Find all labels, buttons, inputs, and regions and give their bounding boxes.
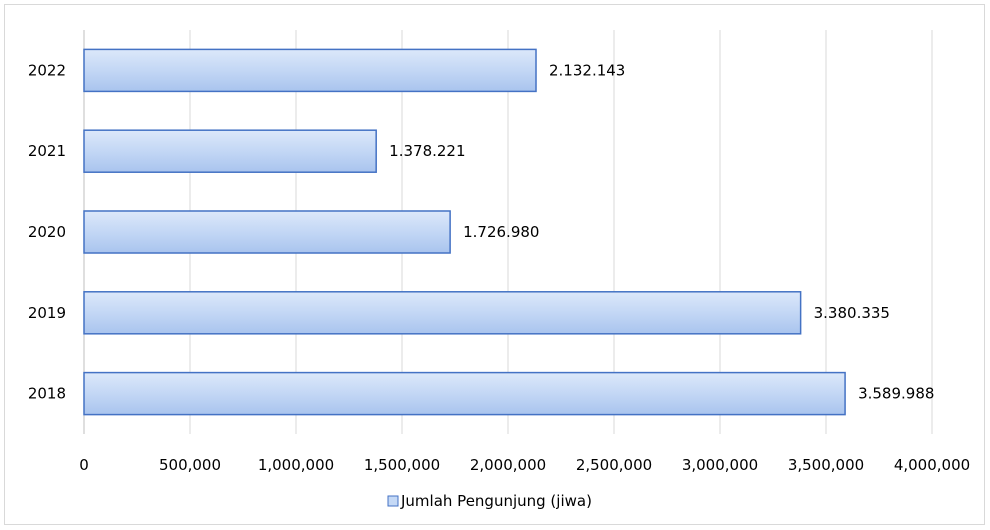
y-tick-label: 2021: [28, 142, 66, 160]
legend-swatch: [387, 495, 399, 507]
x-tick-label: 1,500,000: [364, 456, 440, 474]
x-tick-label: 500,000: [159, 456, 221, 474]
legend-label: Jumlah Pengunjung (jiwa): [400, 492, 592, 510]
labels: 0 500,000 1,000,000 1,500,000 2,000,000 2,500…: [28, 61, 970, 474]
data-label: 1.378.221: [389, 142, 465, 160]
data-label: 2.132.143: [549, 61, 625, 79]
bar: [83, 48, 537, 93]
data-label: 3.380.335: [814, 304, 890, 322]
y-tick-label: 2019: [28, 304, 66, 322]
data-label: 3.589.988: [858, 385, 934, 403]
legend: Jumlah Pengunjung (jiwa): [387, 492, 592, 510]
y-tick-label: 2022: [28, 61, 66, 79]
bar: [83, 129, 377, 173]
bars: [83, 48, 846, 416]
x-tick-label: 2,000,000: [470, 456, 546, 474]
bar: [83, 210, 451, 254]
bar: [83, 371, 846, 416]
x-tick-label: 1,000,000: [258, 456, 334, 474]
x-tick-label: 2,500,000: [576, 456, 652, 474]
data-label: 1.726.980: [463, 223, 539, 241]
y-tick-label: 2018: [28, 385, 66, 403]
y-tick-label: 2020: [28, 223, 66, 241]
x-tick-label: 4,000,000: [894, 456, 970, 474]
x-tick-label: 3,000,000: [682, 456, 758, 474]
x-tick-label: 3,500,000: [788, 456, 864, 474]
bar: [83, 291, 802, 335]
x-tick-label: 0: [79, 456, 89, 474]
